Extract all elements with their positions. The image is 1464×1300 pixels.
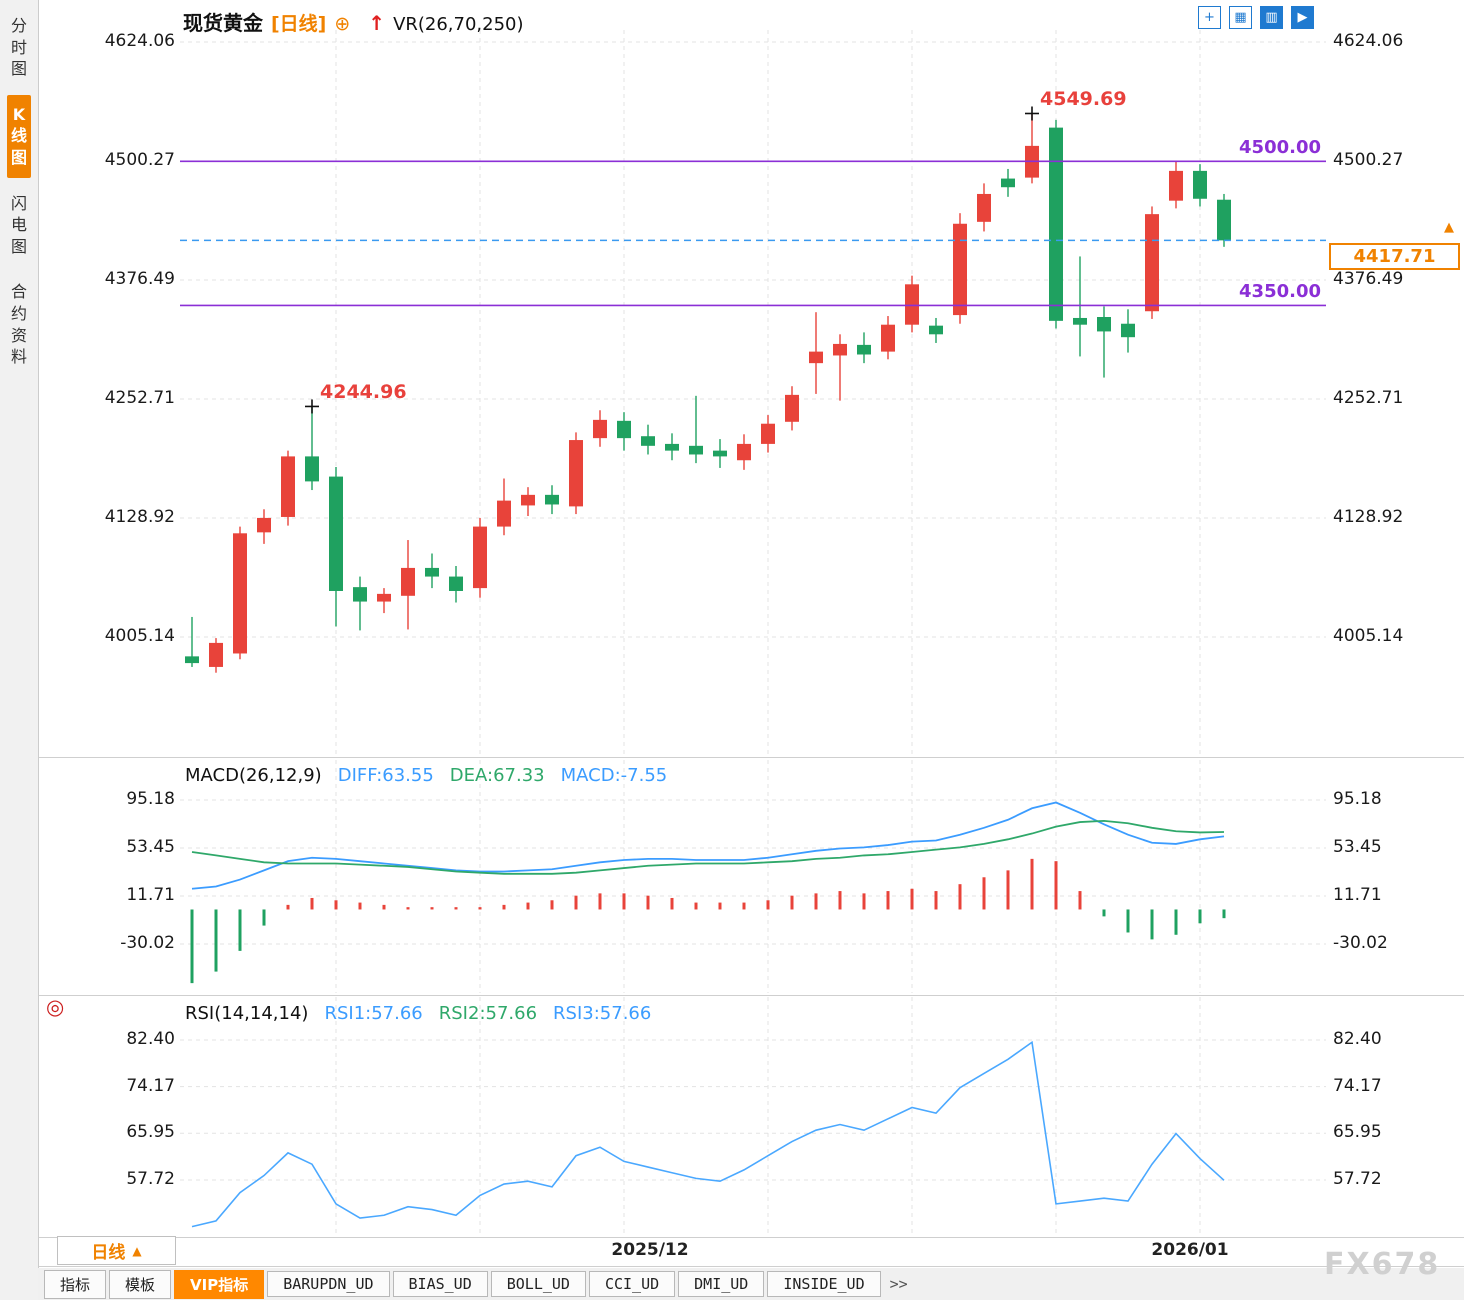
resistance-line-label[interactable]: 4500.00 (1239, 137, 1321, 158)
price-axis-label: 4005.14 (104, 626, 175, 646)
rsi1-value: RSI1:57.66 (324, 1003, 423, 1024)
rsi-axis-label: 57.72 (1333, 1169, 1382, 1189)
macd-title: MACD(26,12,9) (185, 765, 322, 786)
rsi-axis-label: 65.95 (1333, 1122, 1382, 1142)
symbol-name: 现货黄金 (183, 11, 263, 35)
add-indicator-icon[interactable]: ⊕ (334, 13, 351, 35)
high-annotation: 4549.69 (1040, 88, 1127, 110)
chevron-up-icon: ▲ (132, 1243, 142, 1258)
grid-icon[interactable]: ▦ (1229, 6, 1252, 29)
rsi-axis-label: 57.72 (126, 1169, 175, 1189)
price-axis-label: 4624.06 (104, 31, 175, 51)
rsi-header: RSI(14,14,14) RSI1:57.66 RSI2:57.66 RSI3… (185, 1003, 651, 1024)
price-axis-label: 4624.06 (1333, 31, 1404, 51)
macd-axis-label: -30.02 (120, 933, 175, 953)
period-tag[interactable]: [日线] (271, 13, 327, 35)
rsi-axis-label: 82.40 (1333, 1029, 1382, 1049)
price-axis-label: 4376.49 (104, 269, 175, 289)
tab-barupdn-ud[interactable]: BARUPDN_UD (267, 1271, 390, 1297)
tab-templates[interactable]: 模板 (109, 1269, 172, 1299)
support-line-label[interactable]: 4350.00 (1239, 281, 1321, 302)
price-axis-label: 4005.14 (1333, 626, 1404, 646)
target-icon[interactable]: ◎ (46, 995, 65, 1019)
indicator-tab-bar: 指标 模板 VIP指标 BARUPDN_UD BIAS_UD BOLL_UD C… (38, 1268, 1464, 1300)
macd-dea-value: DEA:67.33 (449, 765, 545, 786)
panel-split-icon[interactable]: ▶ (1291, 6, 1314, 29)
macd-axis-label: 11.71 (1333, 885, 1382, 905)
rsi-axis-label: 74.17 (126, 1076, 175, 1096)
up-arrow-icon: ↑ (368, 11, 386, 35)
timeframe-selector[interactable]: 日线 ▲ (57, 1236, 176, 1265)
price-axis-label: 4252.71 (1333, 388, 1404, 408)
swing-high-annotation: 4244.96 (320, 381, 407, 403)
chart-toolbar: + ▦ ▥ ▶ (1198, 6, 1314, 29)
price-axis-label: 4252.71 (104, 388, 175, 408)
rsi-axis-label: 65.95 (126, 1122, 175, 1142)
macd-axis-label: 11.71 (126, 885, 175, 905)
macd-diff-value: DIFF:63.55 (337, 765, 434, 786)
macd-axis-label: -30.02 (1333, 933, 1388, 953)
sidebar-tab-timeshare[interactable]: 分时图 (10, 16, 27, 79)
x-axis-label: 2025/12 (611, 1240, 689, 1260)
tab-boll-ud[interactable]: BOLL_UD (490, 1271, 586, 1297)
tab-cci-ud[interactable]: CCI_UD (588, 1271, 676, 1297)
rsi-axis-label: 74.17 (1333, 1076, 1382, 1096)
macd-macd-value: MACD:-7.55 (560, 765, 668, 786)
left-sidebar: 分时图 K线图 闪电图 合约资料 (0, 0, 39, 1300)
sidebar-tab-contract-info[interactable]: 合约资料 (10, 282, 27, 367)
macd-axis-label: 95.18 (1333, 789, 1382, 809)
watermark: FX678 (1324, 1247, 1441, 1282)
price-axis-label: 4500.27 (1333, 150, 1404, 170)
sidebar-tab-lightning[interactable]: 闪电图 (10, 193, 27, 256)
sidebar-tab-kline[interactable]: K线图 (7, 94, 31, 178)
macd-header: MACD(26,12,9) DIFF:63.55 DEA:67.33 MACD:… (185, 765, 667, 786)
last-price-badge: 4417.71 (1329, 243, 1460, 270)
crosshair-icon[interactable]: + (1198, 6, 1221, 29)
bar-chart-icon[interactable]: ▥ (1260, 6, 1283, 29)
macd-axis-label: 53.45 (126, 837, 175, 857)
vr-indicator-label: VR(26,70,250) (393, 14, 524, 35)
rsi-axis-label: 82.40 (126, 1029, 175, 1049)
price-axis-label: 4128.92 (104, 507, 175, 527)
macd-axis-label: 53.45 (1333, 837, 1382, 857)
rsi-title: RSI(14,14,14) (185, 1003, 309, 1024)
tab-indicators[interactable]: 指标 (44, 1269, 107, 1299)
timeframe-label: 日线 (91, 1243, 126, 1263)
rsi2-value: RSI2:57.66 (438, 1003, 538, 1024)
chart-header: 现货黄金 [日线] ⊕ ↑ VR(26,70,250) (183, 7, 524, 36)
price-up-arrow-icon: ▲ (1444, 220, 1454, 235)
tab-dmi-ud[interactable]: DMI_UD (678, 1271, 765, 1297)
tab-vip-indicators[interactable]: VIP指标 (174, 1269, 265, 1299)
tab-inside-ud[interactable]: INSIDE_UD (767, 1271, 881, 1297)
rsi3-value: RSI3:57.66 (553, 1003, 652, 1024)
macd-axis-label: 95.18 (126, 789, 175, 809)
tab-bias-ud[interactable]: BIAS_UD (392, 1271, 488, 1297)
price-axis-label: 4376.49 (1333, 269, 1404, 289)
price-axis-label: 4128.92 (1333, 507, 1404, 527)
tabs-scroll-right[interactable]: >> (889, 1275, 908, 1293)
price-axis-label: 4500.27 (104, 150, 175, 170)
x-axis-label: 2026/01 (1151, 1240, 1229, 1260)
